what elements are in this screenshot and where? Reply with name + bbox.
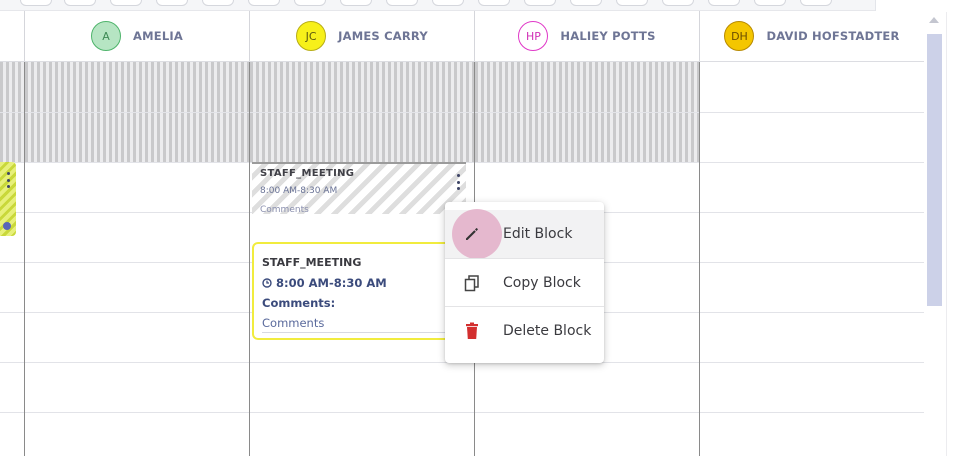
toolbar-pill[interactable] — [478, 0, 510, 6]
right-edge-panel — [946, 12, 960, 456]
column-divider — [474, 11, 475, 61]
toolbar-pill[interactable] — [754, 0, 786, 6]
staff-column-header-amelia[interactable]: A AMELIA — [25, 11, 249, 61]
event-comments: Comments — [262, 316, 325, 330]
menu-item-label: Delete Block — [503, 323, 592, 339]
more-options-icon[interactable] — [456, 174, 460, 190]
avatar: HP — [518, 21, 549, 51]
more-options-icon[interactable] — [6, 172, 10, 188]
scroll-up-arrow-icon[interactable] — [929, 17, 939, 23]
staff-name: DAVID HOFSTADTER — [766, 29, 900, 43]
menu-divider — [445, 306, 604, 307]
staff-name: JAMES CARRY — [338, 29, 428, 43]
column-divider — [699, 62, 700, 456]
toolbar-pill[interactable] — [662, 0, 694, 6]
avatar-initials: HP — [525, 29, 541, 43]
click-ripple — [452, 209, 502, 259]
staff-column-header-haliey-potts[interactable]: HP HALIEY POTTS — [475, 11, 699, 61]
avatar: DH — [724, 21, 755, 51]
toolbar-pill[interactable] — [110, 0, 142, 6]
column-divider — [24, 62, 25, 456]
column-divider — [249, 11, 250, 61]
event-card[interactable]: STAFF_MEETING 8:00 AM-8:30 AM Comments: … — [252, 242, 452, 340]
toolbar-pill[interactable] — [340, 0, 372, 6]
toolbar-pill[interactable] — [708, 0, 740, 6]
staff-name: AMELIA — [133, 29, 183, 43]
time-row-divider — [0, 112, 924, 113]
event-block-partial[interactable] — [0, 162, 16, 236]
toolbar-pill[interactable] — [64, 0, 96, 6]
vertical-scrollbar[interactable] — [924, 12, 946, 456]
schedule-grid: STAFF_MEETING 8:00 AM-8:30 AM Comments S… — [0, 62, 924, 456]
toolbar-pill[interactable] — [248, 0, 280, 6]
event-time: 8:00 AM-8:30 AM — [276, 276, 387, 290]
staff-header-row: A AMELIA JC JAMES CARRY HP HALIEY POTTS … — [0, 11, 924, 62]
event-title: STAFF_MEETING — [262, 256, 362, 269]
menu-item-copy-block[interactable]: Copy Block — [445, 259, 604, 307]
event-time-row: 8:00 AM-8:30 AM — [262, 276, 387, 290]
top-toolbar-strip — [0, 0, 960, 11]
toolbar-pill[interactable] — [202, 0, 234, 6]
column-divider — [249, 62, 250, 456]
time-row-divider — [0, 412, 924, 413]
copy-icon — [464, 275, 479, 292]
event-time: 8:00 AM-8:30 AM — [260, 186, 338, 196]
avatar-initials: A — [102, 29, 110, 43]
event-block-ghost[interactable]: STAFF_MEETING 8:00 AM-8:30 AM Comments — [252, 162, 466, 214]
staff-column-header-james-carry[interactable]: JC JAMES CARRY — [250, 11, 474, 61]
avatar-initials: DH — [731, 29, 748, 43]
trash-icon — [466, 322, 478, 339]
toolbar-pill[interactable] — [156, 0, 188, 6]
column-divider — [699, 11, 700, 61]
staff-column-header-david-hofstadter[interactable]: DH DAVID HOFSTADTER — [700, 11, 924, 61]
column-divider — [24, 11, 25, 61]
menu-item-label: Edit Block — [503, 226, 573, 242]
menu-item-label: Copy Block — [503, 275, 581, 291]
menu-item-delete-block[interactable]: Delete Block — [445, 307, 604, 355]
context-menu: Edit Block Copy Block Delete Block — [445, 202, 604, 363]
comments-underline — [262, 332, 446, 333]
avatar: JC — [296, 21, 327, 51]
toolbar-pill[interactable] — [294, 0, 326, 6]
event-title: STAFF_MEETING — [260, 168, 355, 179]
resize-handle[interactable] — [3, 222, 11, 230]
toolbar-pill[interactable] — [20, 0, 52, 6]
avatar: A — [91, 21, 122, 51]
event-comments-label: Comments: — [262, 296, 336, 310]
staff-name: HALIEY POTTS — [560, 29, 656, 43]
toolbar-pill[interactable] — [432, 0, 464, 6]
scrollbar-thumb[interactable] — [927, 34, 942, 306]
menu-divider — [445, 258, 604, 259]
toolbar-pill[interactable] — [800, 0, 832, 6]
toolbar-pill[interactable] — [524, 0, 556, 6]
avatar-initials: JC — [305, 29, 317, 43]
clock-icon — [262, 278, 272, 288]
event-comments: Comments — [260, 205, 309, 214]
menu-item-edit-block[interactable]: Edit Block — [445, 209, 604, 259]
toolbar-pill[interactable] — [616, 0, 648, 6]
pencil-icon — [466, 228, 478, 240]
toolbar-pill[interactable] — [570, 0, 602, 6]
toolbar-pill[interactable] — [386, 0, 418, 6]
